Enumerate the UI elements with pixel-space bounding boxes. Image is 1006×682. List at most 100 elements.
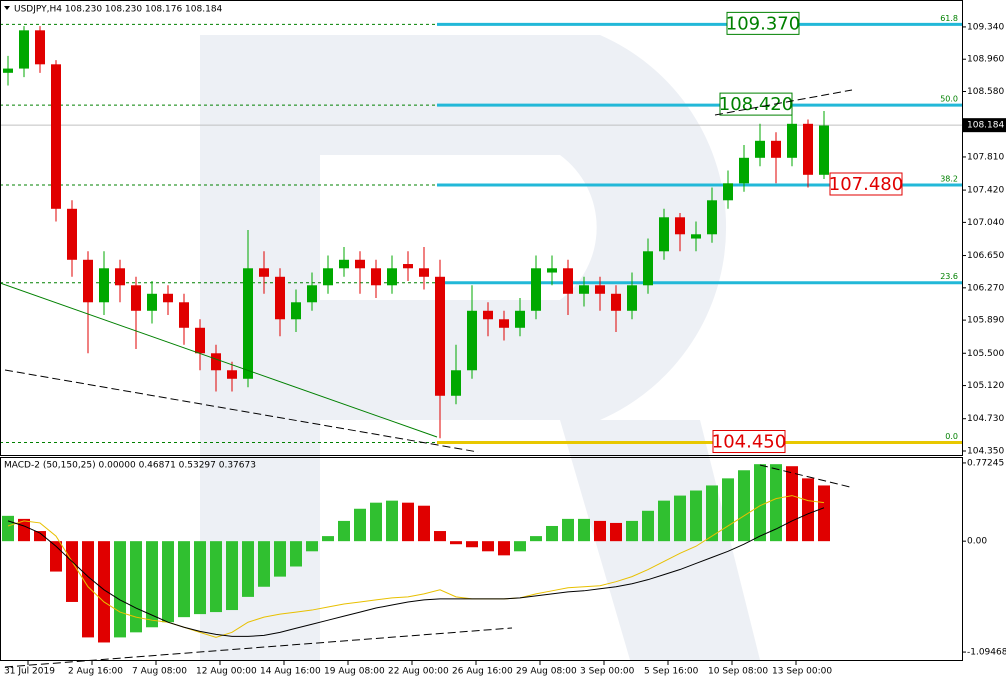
candle-body [99,268,109,303]
histogram-bar [754,464,766,542]
histogram-bar [354,508,366,542]
candle-body [579,285,589,294]
y-tick-label: 105.500 [967,349,1004,359]
y-tick-label: 107.040 [967,218,1004,228]
histogram-bar [290,541,302,567]
y-tick-label: 0.77245 [967,458,1004,468]
histogram-bar [514,541,526,552]
candle-body [51,64,61,209]
histogram-bar [274,541,286,577]
indicator-line [7,507,825,637]
candle-body [787,123,797,158]
candle-body [451,370,461,396]
price-label-box [829,172,903,196]
candle-body [387,268,397,286]
price-frame [0,0,963,456]
histogram-bar [2,515,14,542]
candle-body [403,264,413,269]
candle-body [739,157,749,184]
candle-body [115,268,125,286]
candle-body [355,259,365,269]
histogram-bar [418,505,430,542]
candle-body [611,293,621,311]
x-tick-label: 31 Jul 2019 [4,667,55,677]
histogram-bar [546,525,558,542]
candle-body [339,259,349,269]
histogram-bar [802,478,814,542]
histogram-bar [210,541,222,613]
histogram-bar [482,541,494,552]
histogram-bar [82,541,94,638]
candle-body [627,285,637,311]
fib-level-label: 0.0 [945,432,958,441]
dropdown-icon[interactable] [4,6,10,10]
x-tick-label: 12 Aug 00:00 [196,667,257,677]
candle-body [467,310,477,371]
histogram-bar [706,485,718,542]
price-label: 109.370 [726,13,800,34]
y-tick-label: 105.120 [967,381,1004,391]
histogram-bar [162,541,174,623]
x-tick-label: 13 Sep 00:00 [772,667,832,677]
candle-body [691,234,701,239]
x-tick-label: 19 Aug 08:00 [324,667,385,677]
histogram-bar [466,541,478,548]
candle-body [803,123,813,175]
histogram-bar [658,500,670,542]
y-tick-label: 108.960 [967,55,1004,65]
histogram-bar [66,541,78,602]
fib-level-label: 50.0 [940,95,958,104]
candle-body [371,268,381,286]
x-tick-label: 22 Aug 00:00 [388,667,449,677]
candle-body [595,285,605,294]
candle-body [275,276,285,320]
histogram-bar [562,518,574,542]
candle-body [179,302,189,328]
plot-layer: 109.340 108.960 108.580 107.810 107.420 107.0… [0,11,1006,677]
histogram-bar [738,470,750,542]
histogram-bar [34,531,46,542]
x-tick-label: 14 Aug 16:00 [260,667,321,677]
histogram-bar [690,490,702,542]
histogram-bar [626,520,638,542]
indicator-title: MACD-2 (50,150,25) 0.00000 0.46871 0.532… [4,461,256,471]
histogram-bar [530,536,542,542]
histogram-bar [786,466,798,542]
candle-body [163,293,173,303]
histogram-bar [370,502,382,542]
histogram-bar [722,478,734,542]
fib-level-label: 61.8 [940,14,958,23]
y-tick-label: 106.270 [967,283,1004,293]
histogram-bar [146,541,158,628]
candle-body [147,293,157,311]
histogram-bar [434,531,446,542]
candle-body [83,259,93,303]
histogram-bar [178,541,190,618]
candle-body [195,327,205,354]
candle-body [819,125,829,175]
histogram-bar [642,510,654,542]
x-tick-label: 2 Aug 16:00 [68,667,123,677]
x-tick-label: 3 Sep 00:00 [580,667,635,677]
y-tick-label: 105.890 [967,316,1004,326]
y-tick-label: 0.00 [967,537,987,547]
fib-level-label: 38.2 [940,174,958,183]
watermark [200,35,760,660]
candle-body [19,30,29,69]
histogram-bar [338,520,350,542]
candle-body [211,353,221,371]
candle-body [547,268,557,273]
histogram-bar [402,502,414,542]
histogram-bar [386,500,398,542]
candle-body [243,268,253,379]
price-label: 107.480 [829,174,903,195]
candle-body [771,140,781,158]
candle-body [723,183,733,201]
trend-line [759,464,851,488]
price-label-box [719,92,793,116]
y-tick-label: -1.09468 [967,648,1006,658]
y-tick-label: 106.650 [967,251,1004,261]
x-tick-label: 26 Aug 16:00 [452,667,513,677]
y-tick-label: 108.580 [967,87,1004,97]
